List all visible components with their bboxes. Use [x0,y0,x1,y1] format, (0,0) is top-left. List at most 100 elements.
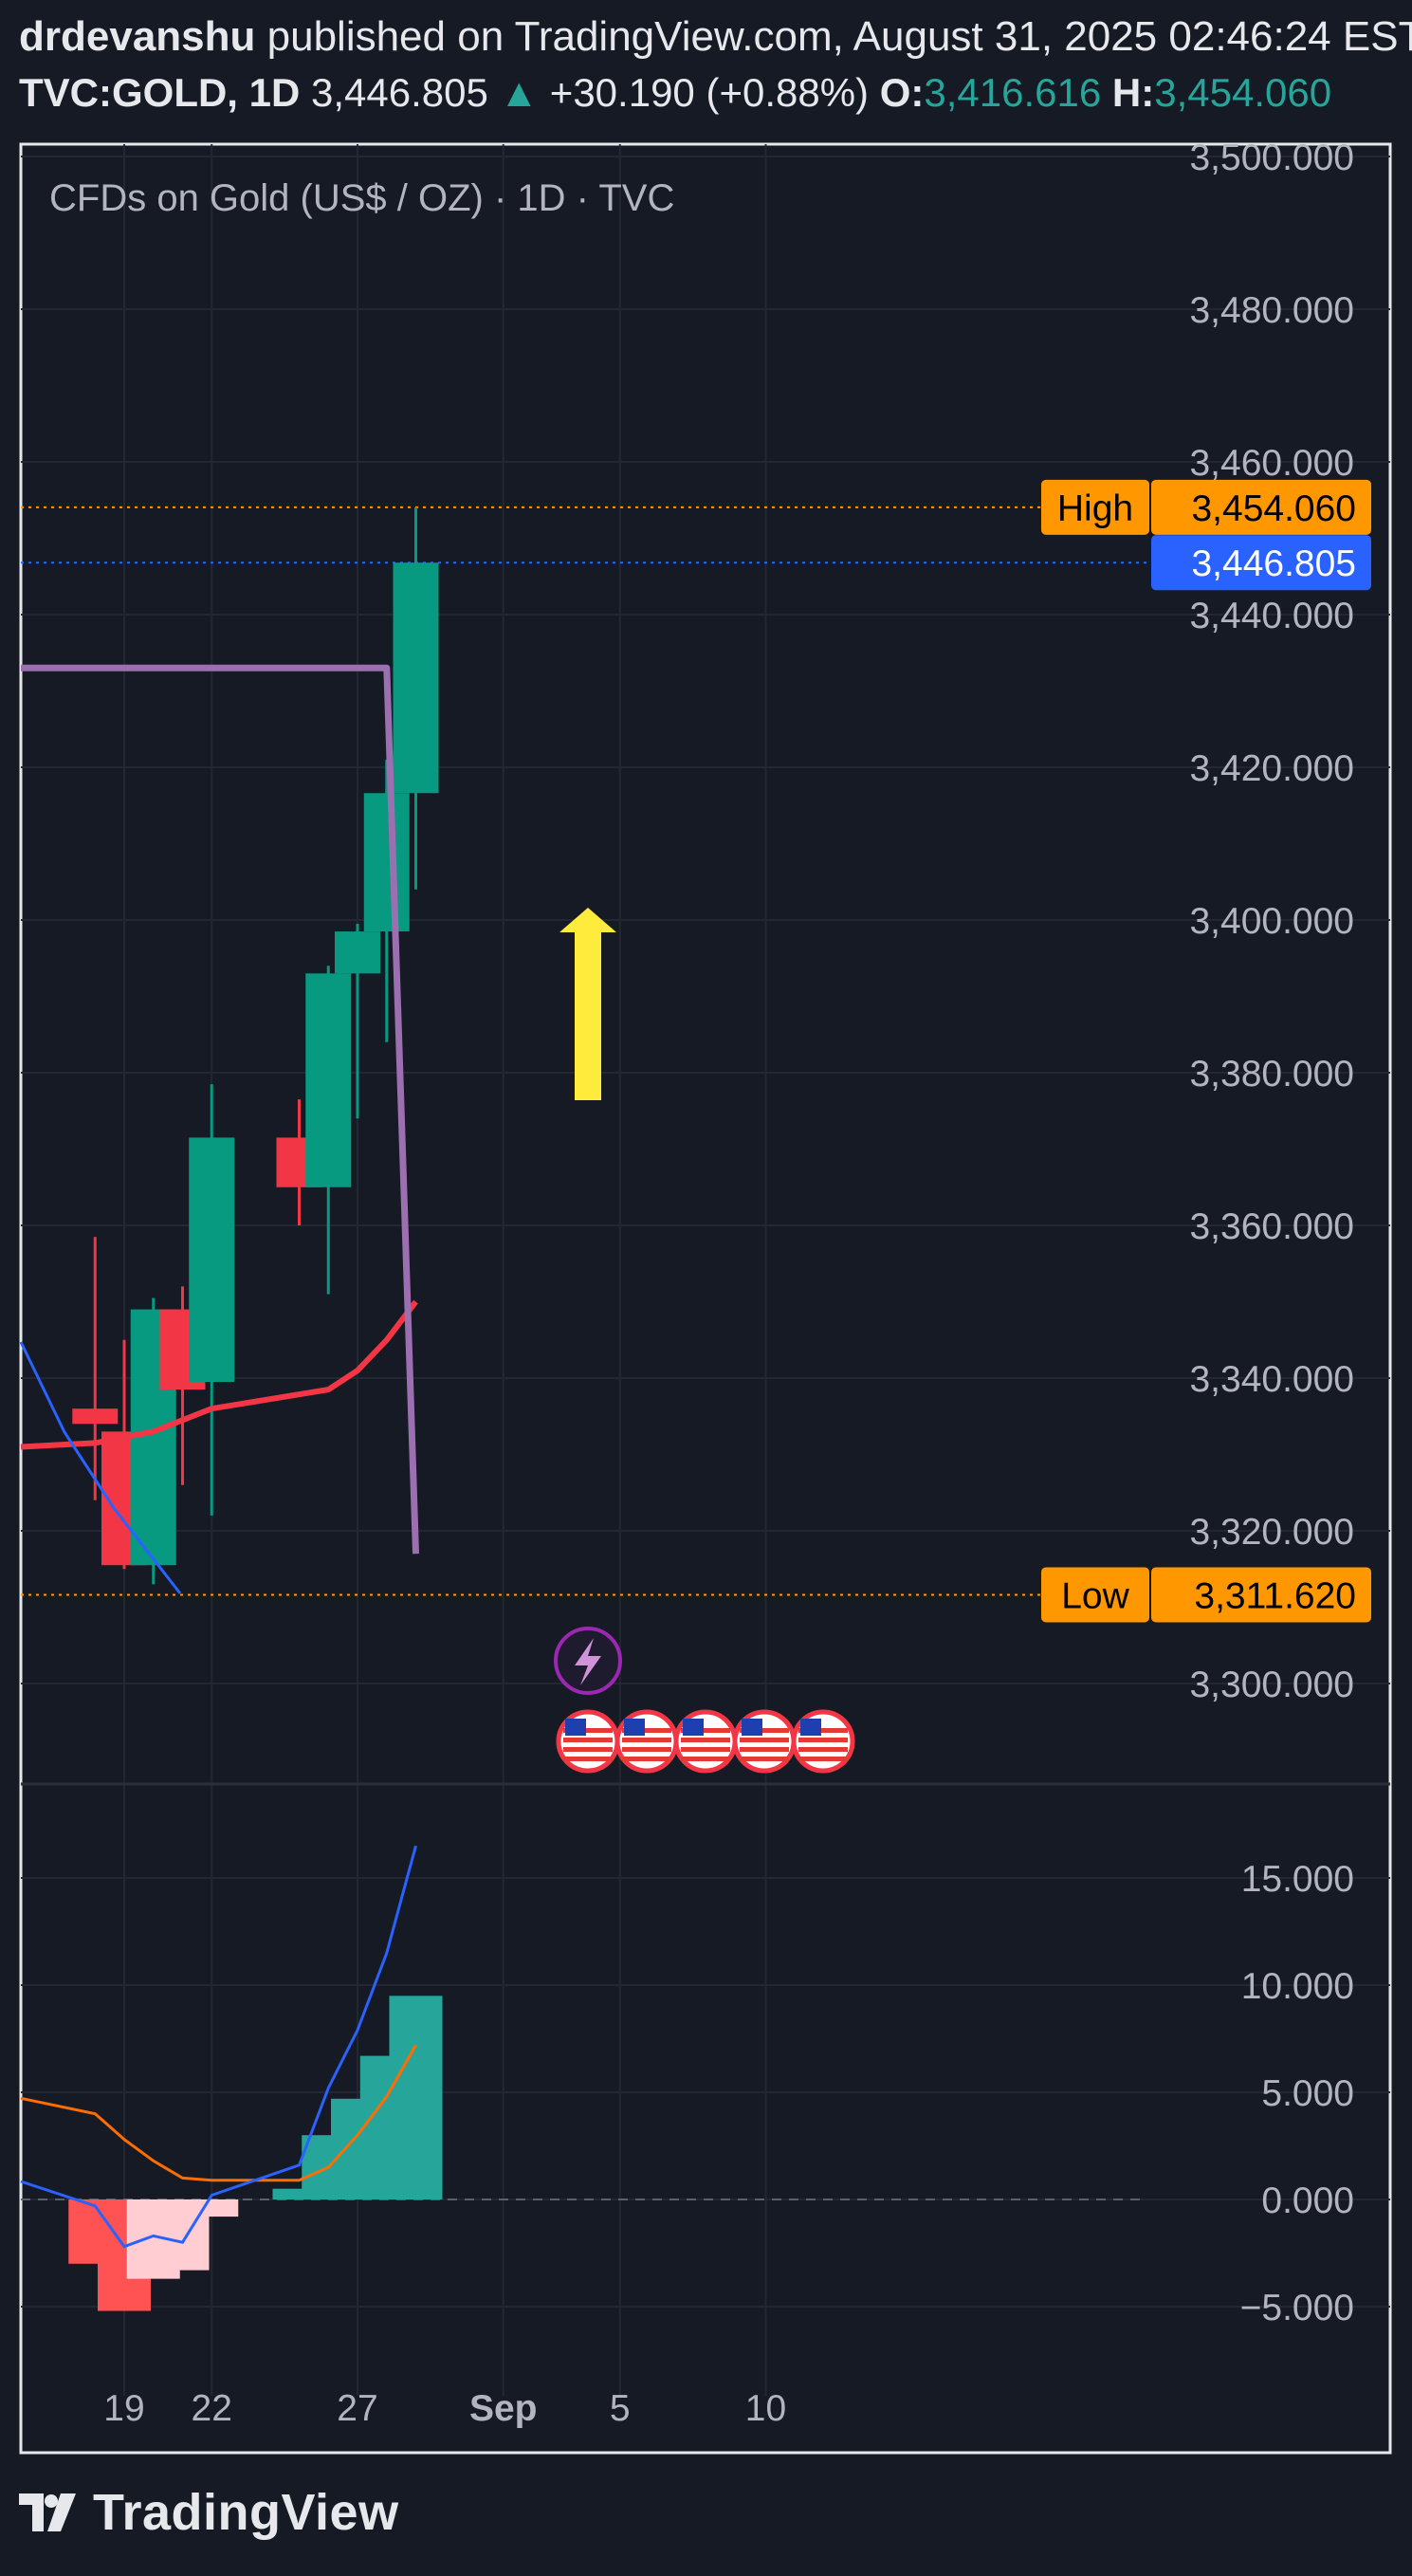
macd-line [20,1845,417,2249]
annotations [559,908,616,1100]
moving-average-line [20,1299,418,1450]
histogram-bar [272,2188,326,2199]
blue-line [19,1341,182,1594]
yellow-arrow-icon [559,908,616,1100]
time-tick-label: 22 [192,2388,232,2429]
price-tick-label: 3,440.000 [1189,596,1354,636]
purple-trend-line [21,664,419,1555]
candle-body [72,1408,119,1425]
macd-pane [20,1845,1147,2311]
us-flag-icon[interactable] [673,1709,738,1774]
price-line-value-bg [1151,1567,1371,1623]
open-label: O: [879,70,925,115]
last-price: 3,446.805 [311,70,488,115]
price-tick-label: 3,340.000 [1189,1359,1354,1400]
flag-stripe [798,1728,848,1733]
us-flag-icon[interactable] [791,1709,855,1774]
flag-stripe [740,1738,789,1742]
candle-body [363,793,410,932]
time-tick-label: 19 [103,2388,144,2429]
histogram-bar [185,2199,239,2217]
flag-stripe [740,1757,789,1761]
price-line-label: High [1057,488,1133,529]
symbol-header: TVC:GOLD, 1D 3,446.805 ▲ +30.190 (+0.88%… [19,70,1331,116]
us-flag-icon[interactable] [732,1709,797,1774]
indicator-lines [19,664,419,1594]
price-axis[interactable]: 3,300.000 3,320.000 3,340.000 3,360.000 3,38… [1189,138,1354,2328]
tradingview-logo-icon [19,2493,76,2531]
price-line-value-bg [1151,535,1371,591]
candle-body [189,1137,235,1383]
lightning-icon[interactable] [554,1627,622,1695]
flag-stripe [740,1728,789,1733]
flag-stripe [622,1747,671,1752]
flag-stripe [798,1757,848,1761]
flag-canton [800,1719,821,1736]
time-axis[interactable]: 19 22 27 Sep 5 10 [103,2388,786,2429]
tradingview-logo[interactable]: TradingView [19,2483,399,2542]
flag-stripe [681,1757,730,1761]
flag-stripe [681,1747,730,1752]
signal-line [20,2044,417,2182]
price-line-label-bg [1041,1567,1149,1623]
high-label: H: [1111,70,1155,115]
price-tick-label: 3,320.000 [1189,1512,1354,1553]
flag-stripe [563,1757,613,1761]
price-tick-label: 3,480.000 [1189,290,1354,331]
open-value: 3,416.616 [924,70,1102,115]
us-flag-icon[interactable] [614,1709,679,1774]
macd-tick-label: −5.000 [1240,2288,1354,2328]
price-line-label: Low [1061,1575,1129,1616]
us-flag-icon[interactable] [556,1709,620,1774]
flag-stripe [798,1738,848,1742]
price-tick-label: 3,420.000 [1189,748,1354,789]
tradingview-brand: TradingView [93,2484,399,2541]
change-arrow-icon: ▲ [499,70,540,115]
chart-frame [19,142,1392,2455]
symbol-name: TVC:GOLD, 1D [19,70,301,115]
publish-info: published on TradingView.com, August 31,… [266,13,1412,60]
time-tick-label: Sep [469,2388,538,2429]
candle-body [393,562,439,794]
macd-tick-label: 5.000 [1261,2073,1354,2114]
flag-stripe [798,1747,848,1752]
candle-body [335,931,380,974]
time-tick-label: 5 [610,2388,631,2429]
flag-canton [742,1719,762,1736]
flag-stripe [681,1738,730,1742]
price-lines: High 3,454.060 3,446.805 Low 3,311.620 [21,479,1371,1623]
candle-body [305,973,352,1187]
price-line-value: 3,446.805 [1191,543,1356,584]
flag-canton [624,1719,645,1736]
price-tick-label: 3,360.000 [1189,1206,1354,1247]
macd-tick-label: 15.000 [1241,1859,1354,1900]
flag-canton [683,1719,704,1736]
macd-tick-label: 0.000 [1261,2180,1354,2221]
author-name[interactable]: drdevanshu [19,13,256,60]
flag-stripe [622,1757,671,1761]
event-markers[interactable] [554,1627,855,1774]
price-change: +30.190 (+0.88%) [549,70,870,115]
flag-canton [565,1719,586,1736]
high-value: 3,454.060 [1154,70,1332,115]
price-tick-label: 3,500.000 [1189,138,1354,178]
price-tick-label: 3,460.000 [1189,443,1354,484]
flag-stripe [563,1728,613,1733]
price-tick-label: 3,400.000 [1189,901,1354,942]
legend-title[interactable]: CFDs on Gold (US$ / OZ) · 1D · TVC [49,177,674,219]
price-tick-label: 3,380.000 [1189,1054,1354,1095]
flag-stripe [563,1738,613,1742]
macd-tick-label: 10.000 [1241,1966,1354,2007]
flag-stripe [681,1728,730,1733]
price-line-value: 3,454.060 [1191,488,1356,529]
grid [21,144,1390,2396]
flag-stripe [740,1747,789,1752]
publish-header: drdevanshu published on TradingView.com,… [19,13,1412,61]
time-tick-label: 27 [337,2388,377,2429]
flag-stripe [622,1728,671,1733]
price-tick-label: 3,300.000 [1189,1665,1354,1705]
time-tick-label: 10 [745,2388,786,2429]
price-line-value-bg [1151,479,1371,535]
histogram-bar [389,1996,443,2199]
